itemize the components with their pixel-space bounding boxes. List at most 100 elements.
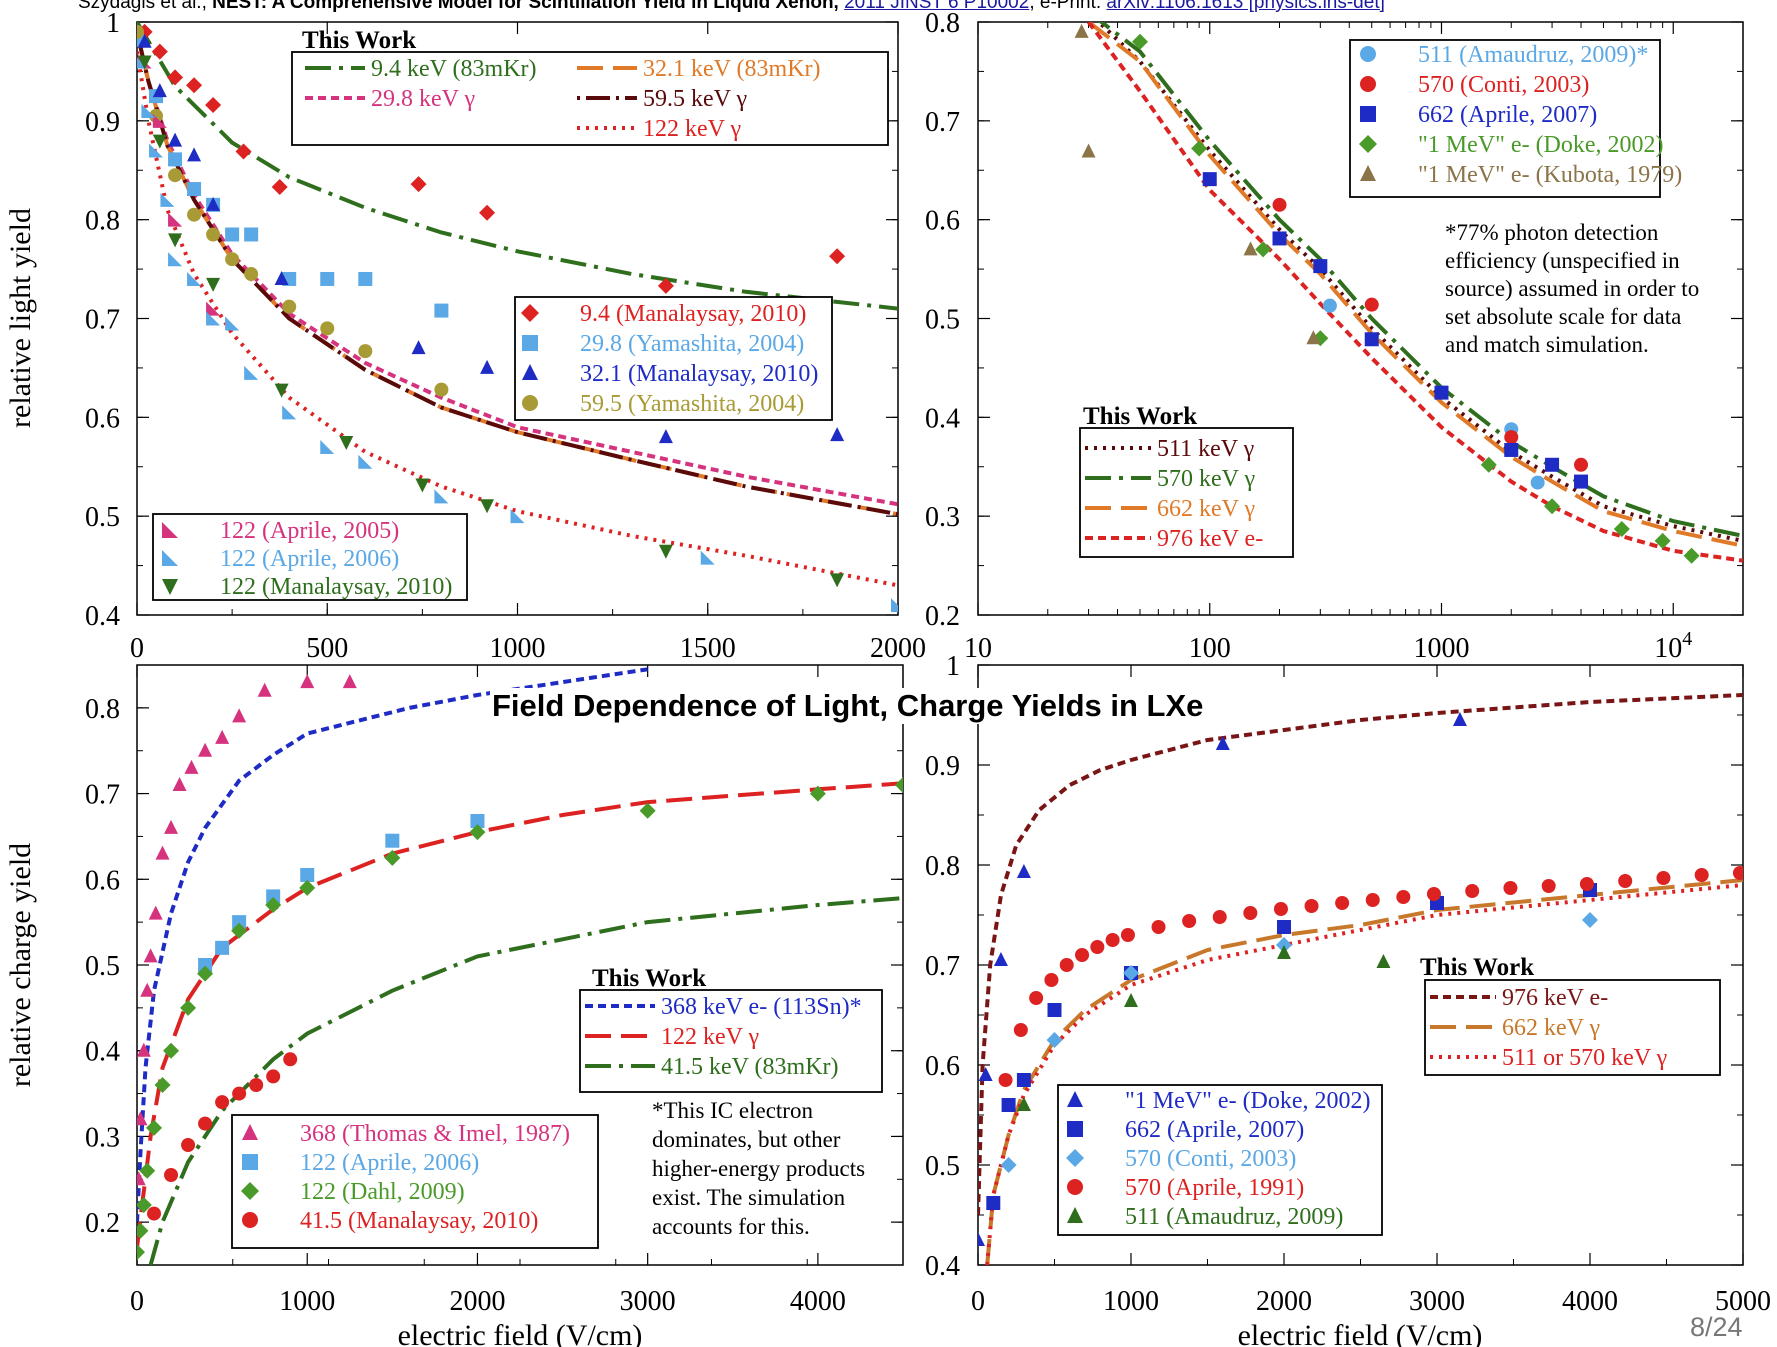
data-point [1202,172,1217,187]
data-point [137,1042,151,1057]
data-point [1182,914,1197,928]
data-point [1123,965,1139,981]
chart-tl: 0.4 0.5 0.6 0.7 0.8 0.9 1 0 500 1000 1500 2000 relat… [4,8,926,664]
series-line [1098,22,1743,538]
data-point [1396,890,1411,904]
y-tick-label: 0.5 [85,951,120,982]
data-legend-label: 570 (Aprile, 1991) [1125,1175,1304,1201]
legend-marker [522,335,538,351]
chart-bl: 0.2 0.3 0.4 0.5 0.6 0.7 0.8 0 1000 2000 3000 4000 re… [4,664,904,1347]
chart-note: *This IC electron dominates, but other hig… [652,1098,865,1239]
data-point [1613,521,1630,538]
data-point [225,316,240,331]
data-point [1313,259,1328,274]
data-point [1694,868,1709,882]
data-point [320,271,335,286]
data-point [1656,871,1671,885]
legend-marker [162,522,178,538]
data-point [1081,143,1096,158]
legend-marker [1360,46,1376,62]
data-point [146,1119,163,1136]
data-point [339,436,354,451]
y-tick-label: 0.5 [925,1151,960,1182]
y-tick-label: 0.2 [85,1208,120,1239]
data-point [1272,231,1287,246]
data-point [152,83,167,98]
data-legend-label: 662 (Aprile, 2007) [1125,1117,1304,1143]
data-point [510,509,525,524]
y-tick-label: 0.6 [85,865,120,896]
data-point [891,598,898,613]
data-point [149,108,164,123]
data-point [1105,933,1120,947]
legend-title: This Work [592,965,706,992]
data-point [470,814,485,828]
legend-marker [1067,1121,1083,1137]
data-point [830,573,845,588]
y-tick-label: 0.6 [925,1051,960,1082]
data-point [1272,197,1287,212]
data-point [299,879,316,896]
data-point [320,439,335,454]
data-legend-label: 511 (Amaudruz, 2009)* [1418,42,1648,68]
legend-marker [1360,106,1376,122]
data-point [1277,920,1291,934]
data-point [1306,330,1321,345]
data-point [215,940,230,955]
chart-note: *77% photon detection efficiency (unspeci… [1445,220,1699,357]
data-point [809,785,826,802]
data-point [232,708,247,723]
data-legend-label: 9.4 (Manalaysay, 2010) [580,301,806,327]
data-point [1212,910,1227,924]
x-tick-label: 2000 [1256,1286,1312,1317]
y-tick-label: 0.6 [85,403,120,434]
data-point [1480,456,1497,473]
series-line [137,22,898,311]
page-number: 8/24 [1690,1312,1743,1342]
y-tick-label: 0.8 [85,206,120,237]
legend-marker [1360,76,1376,92]
y-tick-label: 0.7 [85,305,120,336]
data-point [479,204,496,221]
x-tick-label: 0 [130,633,144,664]
data-point [415,478,430,493]
data-point [155,845,170,860]
data-point [434,489,449,504]
data-legend-box [1349,39,1661,198]
data-point [434,382,449,397]
data-point [1541,879,1556,893]
citation-link-arxiv[interactable]: arXiv:1106.1613 [physics.ins-det] [1106,0,1385,13]
data-point [225,227,240,242]
data-point [320,321,335,336]
citation-link-jinst[interactable]: 2011 JINST 6 P10002 [844,0,1030,13]
data-point [1059,958,1074,972]
y-tick-label: 0.8 [925,851,960,882]
data-point [231,922,248,939]
data-point [257,682,272,697]
data-point [164,1168,179,1182]
data-point [143,948,158,963]
data-point [469,824,486,841]
legend-marker [1066,1149,1084,1167]
data-point [283,1052,298,1067]
y-tick-label: 0.8 [85,694,120,725]
x-tick-label: 0 [971,1286,985,1317]
data-point [1013,1023,1028,1037]
data-legend-label: 511 (Amaudruz, 2009) [1125,1204,1343,1230]
chart-tr: 0.2 0.3 0.4 0.5 0.6 0.7 0.8 10 100 1000 104 This Wo… [925,8,1744,664]
center-title: Field Dependence of Light, Charge Yields… [490,688,1206,724]
chart-br: 0.4 0.5 0.6 0.7 0.8 0.9 1 0 1000 2000 3000 4000 5000… [925,651,1771,1347]
x-tick-label: 4000 [790,1286,846,1317]
x-tick-label: 1000 [279,1286,335,1317]
y-tick-label: 0.9 [85,107,120,138]
data-legend-box [1057,1084,1383,1236]
data-point [1504,442,1519,457]
data-point [206,277,221,292]
data-point [147,1206,162,1221]
legend-marker [522,364,538,380]
data-point [225,252,240,267]
legend-marker [1067,1091,1083,1107]
data-point [140,982,155,997]
data-point [342,674,357,689]
